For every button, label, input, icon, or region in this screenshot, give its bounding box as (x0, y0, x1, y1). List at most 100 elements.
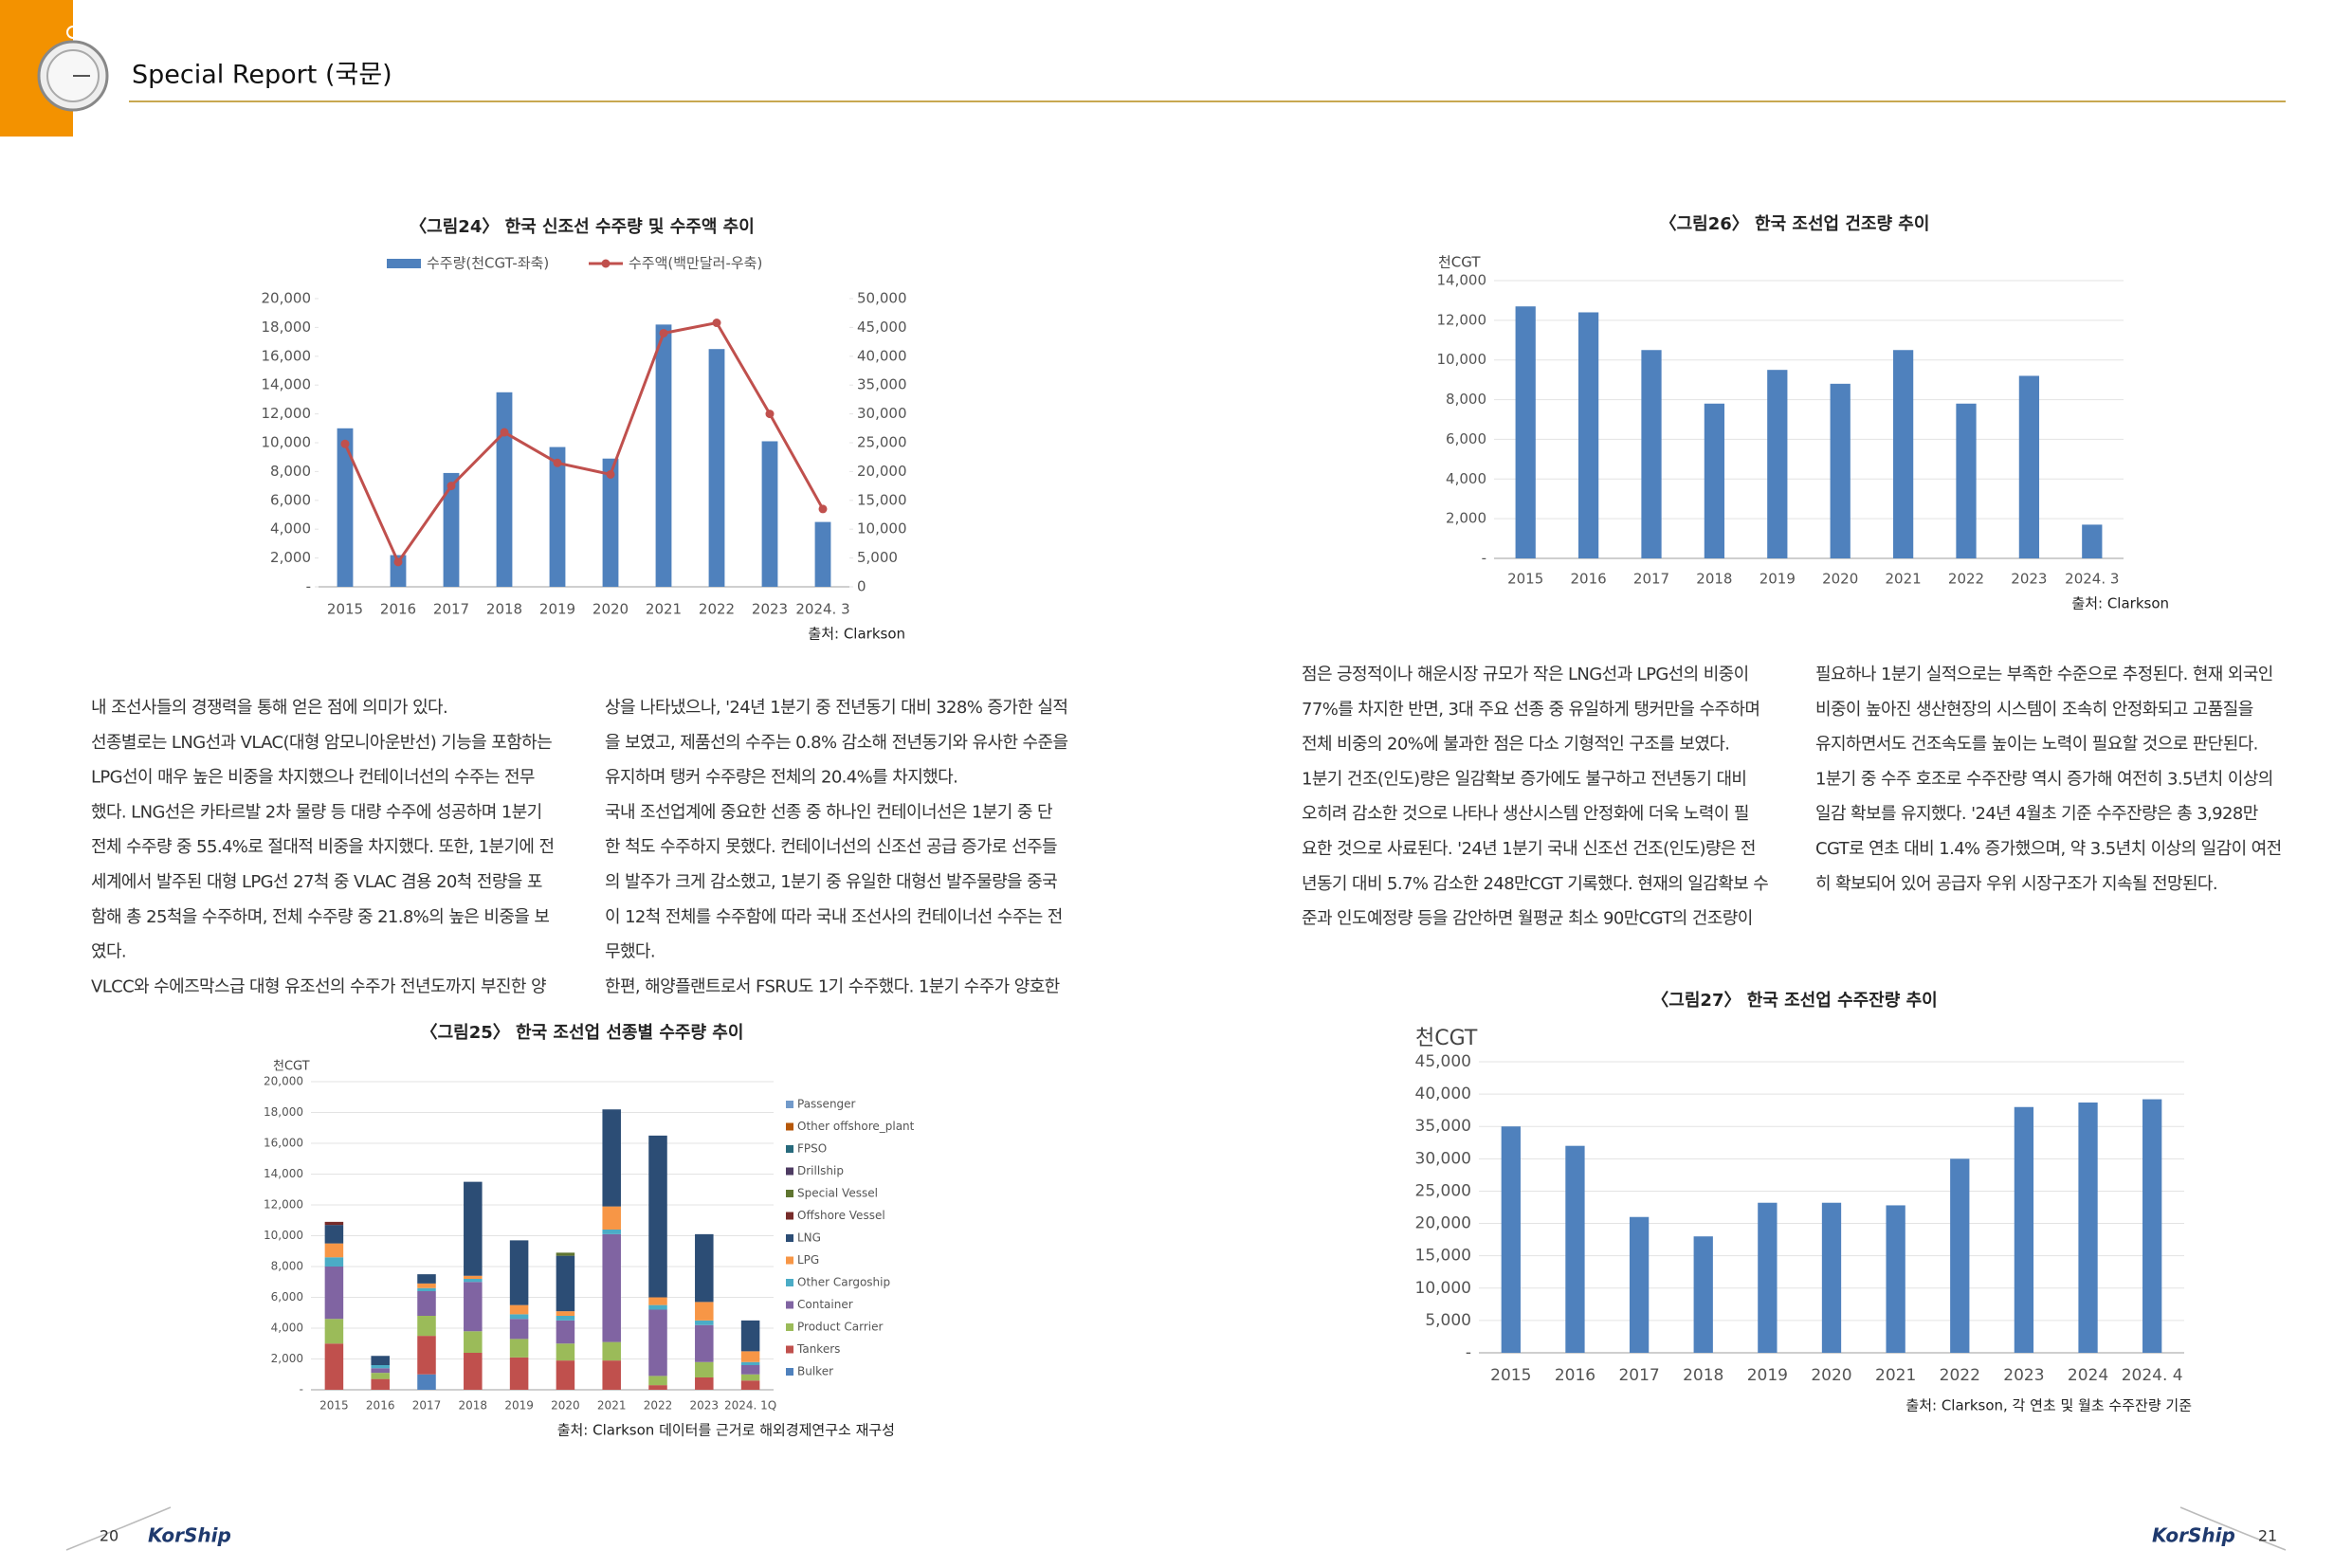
legend-swatch (786, 1101, 793, 1108)
bar (1501, 1126, 1521, 1353)
y-tick-label: - (306, 578, 311, 595)
y-tick-label: 18,000 (262, 319, 312, 336)
x-tick-label: 2022 (699, 601, 735, 618)
legend-label: Drillship (797, 1164, 844, 1177)
bar (602, 458, 619, 587)
y-tick-label: 12,000 (262, 405, 312, 422)
x-tick-label: 2016 (1571, 571, 1607, 588)
bar (602, 1206, 621, 1230)
chart-source: 출처: Clarkson (808, 626, 905, 643)
x-tick-label: 2023 (2011, 571, 2047, 588)
body-line: 유지하며 탱커 수주량은 전체의 20.4%를 차지했다. (605, 768, 957, 788)
body-line: CGT로 연초 대비 1.4% 증가했으며, 약 3.5년치 이상의 일감이 여… (1815, 839, 2282, 859)
x-tick-label: 2022 (644, 1399, 673, 1413)
y-tick-label: 12,000 (1437, 311, 1487, 328)
legend-label: Other offshore_plant (797, 1120, 915, 1133)
y-tick-label: 4,000 (271, 1322, 303, 1335)
y-tick-label: 25,000 (1415, 1181, 1471, 1200)
header-title: Special Report (국문) (132, 61, 392, 90)
y-tick-label: 45,000 (857, 319, 907, 336)
x-tick-label: 2019 (539, 601, 575, 618)
body-line: 점은 긍정적이나 해운시장 규모가 작은 LNG선과 LPG선의 비중이 (1302, 665, 1749, 684)
bar (602, 1360, 621, 1390)
chart-title: 〈그림26〉 한국 조선업 건조량 추이 (1660, 214, 1930, 234)
x-tick-label: 2016 (366, 1399, 395, 1413)
bar (337, 428, 354, 587)
line-marker (606, 469, 615, 479)
y-tick-label: 15,000 (1415, 1247, 1471, 1266)
body-line: 년동기 대비 5.7% 감소한 248만CGT 기록했다. 현재의 일감확보 수 (1302, 874, 1768, 894)
body-line: 비중이 높아진 생산현장의 시스템이 조속히 안정화되고 고품질을 (1815, 700, 2253, 720)
y-tick-label: 20,000 (264, 1075, 303, 1088)
bar (1886, 1205, 1905, 1353)
bar (556, 1343, 575, 1361)
legend-label: LNG (797, 1231, 821, 1245)
legend-swatch (601, 259, 611, 268)
y-tick-label: 5,000 (857, 549, 898, 566)
legend-swatch (786, 1212, 793, 1220)
body-line: LPG선이 매우 높은 비중을 차지했으나 컨테이너선의 수주는 전무 (91, 768, 535, 788)
x-tick-label: 2019 (1747, 1366, 1788, 1385)
bar (324, 1221, 344, 1226)
y-tick-label: 25,000 (857, 434, 907, 451)
x-tick-label: 2017 (433, 601, 469, 618)
x-tick-label: 2017 (1618, 1366, 1659, 1385)
line-marker (447, 482, 456, 491)
bar (324, 1243, 344, 1258)
x-tick-label: 2020 (1822, 571, 1858, 588)
legend-label: 수주량(천CGT-좌축) (427, 255, 549, 272)
body-line: 세계에서 발주된 대형 LPG선 27척 중 VLAC 겸용 20척 전량을 포 (91, 872, 542, 892)
bar (371, 1356, 390, 1365)
line (343, 320, 825, 565)
y-tick-label: 10,000 (1437, 351, 1487, 368)
chart-source: 출처: Clarkson 데이터를 근거로 해외경제연구소 재구성 (557, 1422, 895, 1439)
line-marker (553, 458, 562, 467)
x-tick-label: 2016 (1555, 1366, 1595, 1385)
bar (509, 1357, 529, 1390)
x-tick-label: 2024. 1Q (724, 1399, 776, 1413)
bar (556, 1360, 575, 1390)
body-line: VLCC와 수에즈막스급 대형 유조선의 수주가 전년도까지 부진한 양 (91, 976, 546, 996)
bar (740, 1365, 760, 1375)
bar (509, 1304, 529, 1315)
bar (509, 1240, 529, 1305)
bar (417, 1336, 436, 1375)
bar (2142, 1099, 2162, 1353)
bar (602, 1230, 621, 1234)
y-tick-label: 6,000 (270, 491, 311, 508)
line-marker (500, 428, 509, 437)
bar (549, 447, 566, 587)
body-line: 무했다. (605, 942, 655, 962)
bar (464, 1353, 483, 1390)
y-tick-label: 2,000 (271, 1352, 303, 1365)
y-tick-label: 35,000 (857, 376, 907, 393)
bar (1565, 1145, 1585, 1353)
legend-label: Other Cargoship (797, 1276, 890, 1289)
bar (556, 1252, 575, 1256)
body-line: 1분기 중 수주 호조로 수주잔량 역시 증가해 여전히 3.5년치 이상의 (1815, 769, 2273, 789)
legend-swatch (786, 1145, 793, 1153)
x-tick-label: 2024. 4 (2122, 1366, 2183, 1385)
bar (740, 1380, 760, 1390)
y-axis-unit: 천CGT (1415, 1027, 1478, 1050)
body-line: 였다. (91, 942, 126, 962)
bar (2082, 524, 2103, 558)
x-tick-label: 2015 (327, 601, 363, 618)
line-marker (818, 504, 828, 514)
bar (324, 1319, 344, 1344)
x-tick-label: 2024. 3 (2065, 571, 2119, 588)
y-tick-label: 6,000 (271, 1290, 303, 1304)
body-line: 히 확보되어 있어 공급자 우위 시장구조가 지속될 전망된다. (1815, 874, 2217, 894)
bar (648, 1376, 667, 1386)
footer-swoosh (65, 1506, 172, 1551)
body-line: 필요하나 1분기 실적으로는 부족한 수준으로 추정된다. 현재 외국인 (1815, 665, 2273, 684)
bar (509, 1314, 529, 1320)
bar (695, 1233, 714, 1303)
bar (1693, 1236, 1713, 1353)
x-tick-label: 2017 (412, 1399, 442, 1413)
y-tick-label: 6,000 (1446, 430, 1486, 447)
body-line: 했다. LNG선은 카타르발 2차 물량 등 대량 수주에 성공하며 1분기 (91, 802, 542, 822)
bar (556, 1255, 575, 1312)
